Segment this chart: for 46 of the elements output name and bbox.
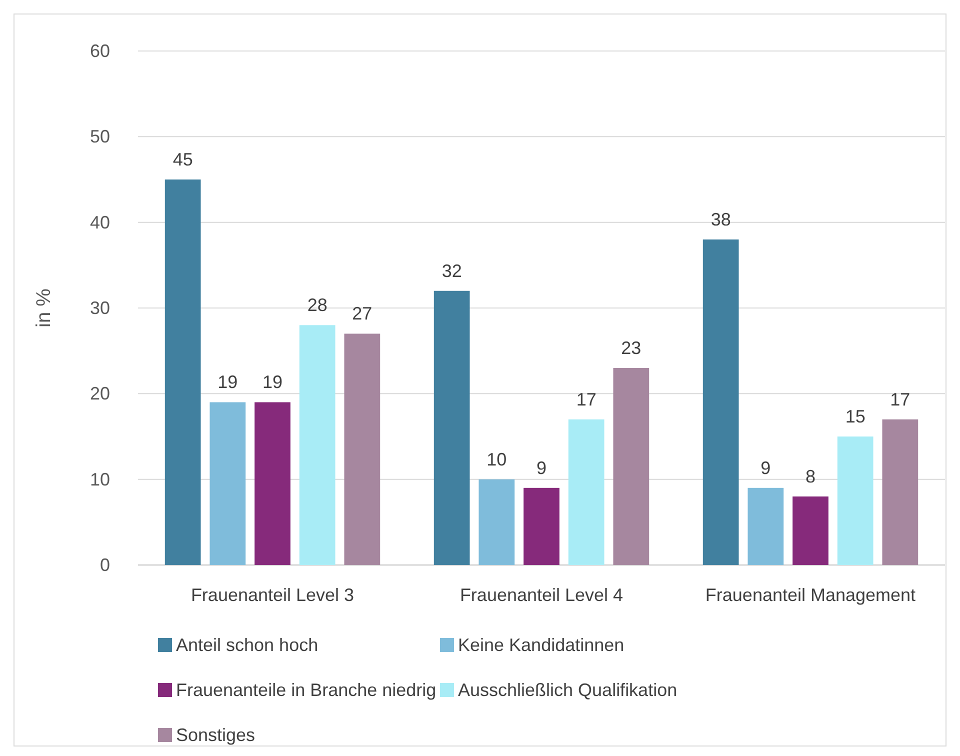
data-label: 45 bbox=[172, 150, 193, 170]
bar bbox=[837, 436, 874, 565]
data-label: 17 bbox=[576, 389, 596, 410]
bar bbox=[164, 180, 201, 565]
y-tick-label: 40 bbox=[90, 212, 110, 232]
bar bbox=[434, 290, 470, 565]
bar bbox=[882, 419, 918, 565]
data-label: 9 bbox=[536, 458, 547, 478]
data-label: 19 bbox=[218, 372, 238, 392]
legend-label: Frauenanteile in Branche niedrig bbox=[176, 680, 436, 700]
y-tick-label: 20 bbox=[90, 384, 110, 404]
bar bbox=[792, 496, 828, 565]
data-label: 10 bbox=[486, 449, 507, 470]
y-tick-label: 50 bbox=[90, 126, 110, 147]
legend-label: Keine Kandidatinnen bbox=[458, 635, 624, 655]
y-tick-label: 10 bbox=[90, 469, 110, 490]
bar bbox=[254, 402, 290, 565]
data-label: 32 bbox=[442, 260, 462, 281]
legend-label: Anteil schon hoch bbox=[176, 635, 318, 655]
bar bbox=[299, 325, 336, 565]
bar bbox=[478, 479, 515, 565]
data-label: 15 bbox=[845, 406, 866, 426]
x-tick-label: Frauenanteil Level 4 bbox=[460, 585, 624, 605]
bar bbox=[344, 334, 380, 565]
y-tick-label: 60 bbox=[90, 41, 110, 61]
bar bbox=[748, 488, 784, 565]
bar bbox=[210, 402, 246, 565]
x-tick-label: Frauenanteil Management bbox=[705, 585, 916, 605]
data-label: 19 bbox=[262, 372, 283, 392]
bar bbox=[568, 419, 604, 565]
data-label: 9 bbox=[760, 458, 771, 478]
legend-label: Sonstiges bbox=[176, 725, 256, 745]
x-tick-label: Frauenanteil Level 3 bbox=[190, 585, 354, 605]
data-label: 8 bbox=[805, 466, 816, 486]
y-tick-label: 0 bbox=[100, 555, 110, 575]
data-label: 23 bbox=[621, 338, 642, 358]
data-label: 38 bbox=[710, 209, 731, 230]
data-label: 17 bbox=[890, 389, 910, 410]
data-label: 28 bbox=[307, 295, 328, 316]
y-tick-label: 30 bbox=[90, 298, 110, 318]
data-label: 27 bbox=[352, 304, 372, 324]
y-axis-title: in % bbox=[33, 288, 55, 328]
bar bbox=[702, 239, 739, 565]
bar bbox=[524, 488, 560, 565]
legend-label: Ausschließlich Qualifikation bbox=[458, 680, 678, 700]
bar bbox=[613, 368, 650, 565]
